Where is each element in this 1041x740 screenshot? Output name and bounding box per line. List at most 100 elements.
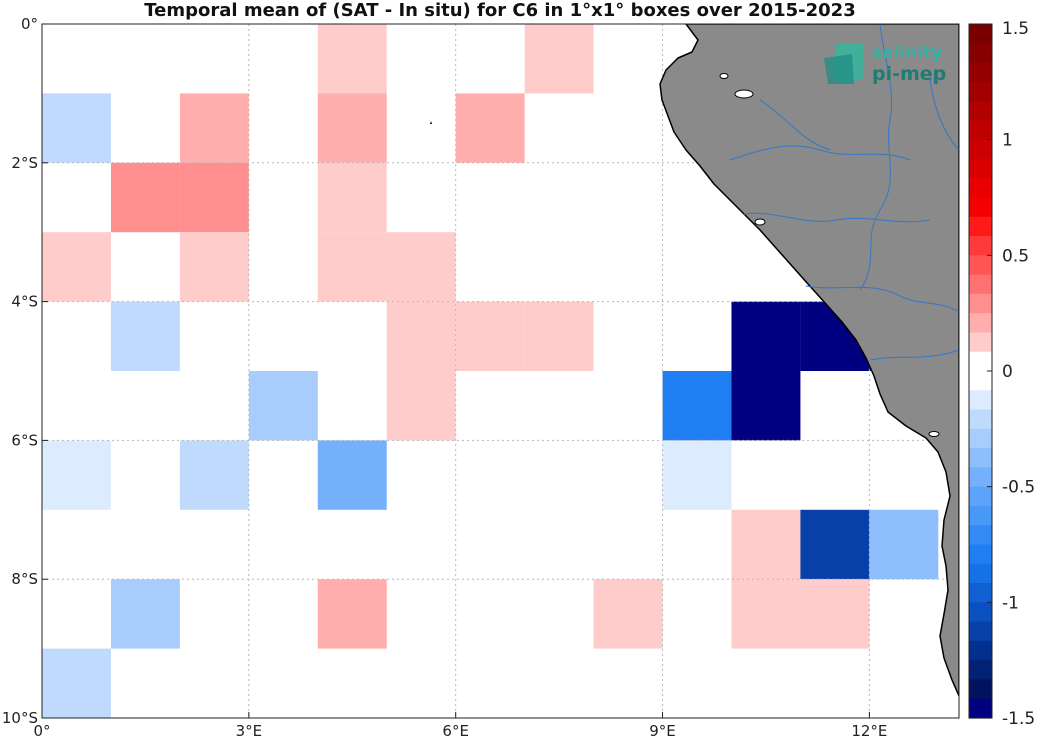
colorbar-step xyxy=(969,371,992,391)
colorbar-step xyxy=(969,679,992,700)
colorbar-step xyxy=(969,313,992,334)
colorbar-step xyxy=(969,660,992,681)
data-cell xyxy=(317,162,387,233)
y-tick-label: 6°S xyxy=(11,431,38,449)
data-cell xyxy=(42,232,111,302)
colorbar-tick-label: 1.5 xyxy=(1002,19,1029,39)
logo-emblem-icon xyxy=(824,44,864,84)
map-title: Temporal mean of (SAT - In situ) for C6 … xyxy=(144,0,855,21)
colorbar-step xyxy=(969,505,992,526)
colorbar-step xyxy=(969,583,992,603)
colorbar-step xyxy=(969,255,992,276)
data-cell xyxy=(317,24,387,94)
y-tick-label: 10°S xyxy=(2,709,38,727)
colorbar-step xyxy=(969,158,992,179)
x-tick-label: 6°E xyxy=(442,722,469,740)
colorbar-tick-label: -1 xyxy=(1002,593,1019,613)
data-cell xyxy=(731,509,801,580)
colorbar-step xyxy=(969,62,992,83)
data-cell xyxy=(248,371,318,441)
colorbar-step xyxy=(969,409,992,430)
colorbar-step xyxy=(969,81,992,102)
data-cell xyxy=(662,440,732,510)
colorbar-step xyxy=(969,236,992,256)
colorbar-tick-label: -1.5 xyxy=(1002,709,1035,729)
data-cell xyxy=(317,440,387,510)
colorbar-step xyxy=(969,101,992,121)
data-cell xyxy=(386,371,456,441)
colorbar-tick-label: -0.5 xyxy=(1002,478,1035,498)
longitude-axis: 0° 3°E 6°E 9°E 12°E xyxy=(33,712,887,740)
colorbar-step xyxy=(969,120,992,141)
colorbar-step xyxy=(969,602,992,623)
data-cell xyxy=(42,648,111,718)
y-tick-label: 4°S xyxy=(11,293,38,311)
map-frame xyxy=(41,23,960,719)
colorbar-step xyxy=(969,43,992,64)
land-mass xyxy=(659,24,959,697)
logo-text-salinity: salinity xyxy=(872,43,942,63)
data-cell xyxy=(386,232,456,302)
y-tick-label: 0° xyxy=(21,15,38,33)
data-cell xyxy=(42,93,111,163)
colorbar-tick-label: 0.5 xyxy=(1002,246,1029,266)
data-cell xyxy=(800,579,870,649)
colorbar-step xyxy=(969,197,992,218)
colorbar-step xyxy=(969,428,992,449)
colorbar-step xyxy=(969,351,992,372)
colorbar-step xyxy=(969,698,992,719)
data-cell xyxy=(179,93,249,163)
colorbar-step xyxy=(969,293,992,314)
colorbar-step xyxy=(969,448,992,468)
data-cell xyxy=(731,301,801,371)
colorbar-step xyxy=(969,544,992,565)
data-cell xyxy=(731,371,801,441)
data-cell xyxy=(731,579,801,649)
map-area[interactable] xyxy=(42,24,959,718)
colorbar-step xyxy=(969,640,992,661)
colorbar-tick-label: 1 xyxy=(1002,131,1013,151)
x-tick-label: 9°E xyxy=(649,722,676,740)
latitude-axis: 0° 2°S 4°S 6°S 8°S 10°S xyxy=(2,15,48,727)
colorbar-step xyxy=(969,216,992,237)
colorbar-gradient xyxy=(969,24,992,719)
data-cell xyxy=(179,24,249,94)
data-cell xyxy=(317,579,387,649)
data-cell xyxy=(317,93,387,163)
colorbar-step xyxy=(969,467,992,488)
data-cell xyxy=(524,24,594,94)
data-cell xyxy=(593,579,663,649)
colorbar-ticks: 1.5 1 0.5 0 -0.5 -1 -1.5 xyxy=(987,19,1035,729)
coastal-islands xyxy=(719,73,940,437)
data-cell xyxy=(110,162,180,233)
colorbar: 1.5 1 0.5 0 -0.5 -1 -1.5 xyxy=(968,19,1035,729)
x-tick-label: 3°E xyxy=(236,722,263,740)
data-cell xyxy=(386,648,456,718)
data-cell xyxy=(110,579,180,649)
data-cell xyxy=(869,509,939,580)
colorbar-step xyxy=(969,24,992,44)
data-cell xyxy=(179,162,249,233)
colorbar-step xyxy=(969,390,992,411)
data-cell xyxy=(662,648,732,718)
data-cell xyxy=(386,301,456,371)
colorbar-step xyxy=(969,525,992,546)
colorbar-step xyxy=(969,332,992,353)
data-cell xyxy=(42,440,111,510)
colorbar-tick-label: 0 xyxy=(1002,362,1013,382)
logo-text-pi-mep: pi-mep xyxy=(872,63,946,85)
colorbar-step xyxy=(969,274,992,295)
colorbar-step xyxy=(969,139,992,160)
y-tick-label: 8°S xyxy=(11,570,38,588)
data-cell xyxy=(455,301,525,371)
x-tick-label: 0° xyxy=(33,722,50,740)
colorbar-step xyxy=(969,178,992,199)
colorbar-step xyxy=(969,563,992,584)
data-cell xyxy=(110,301,180,371)
data-cell xyxy=(662,371,732,441)
x-tick-label: 12°E xyxy=(851,722,887,740)
data-cell xyxy=(317,232,387,302)
data-cell xyxy=(179,232,249,302)
rivers xyxy=(729,24,959,361)
